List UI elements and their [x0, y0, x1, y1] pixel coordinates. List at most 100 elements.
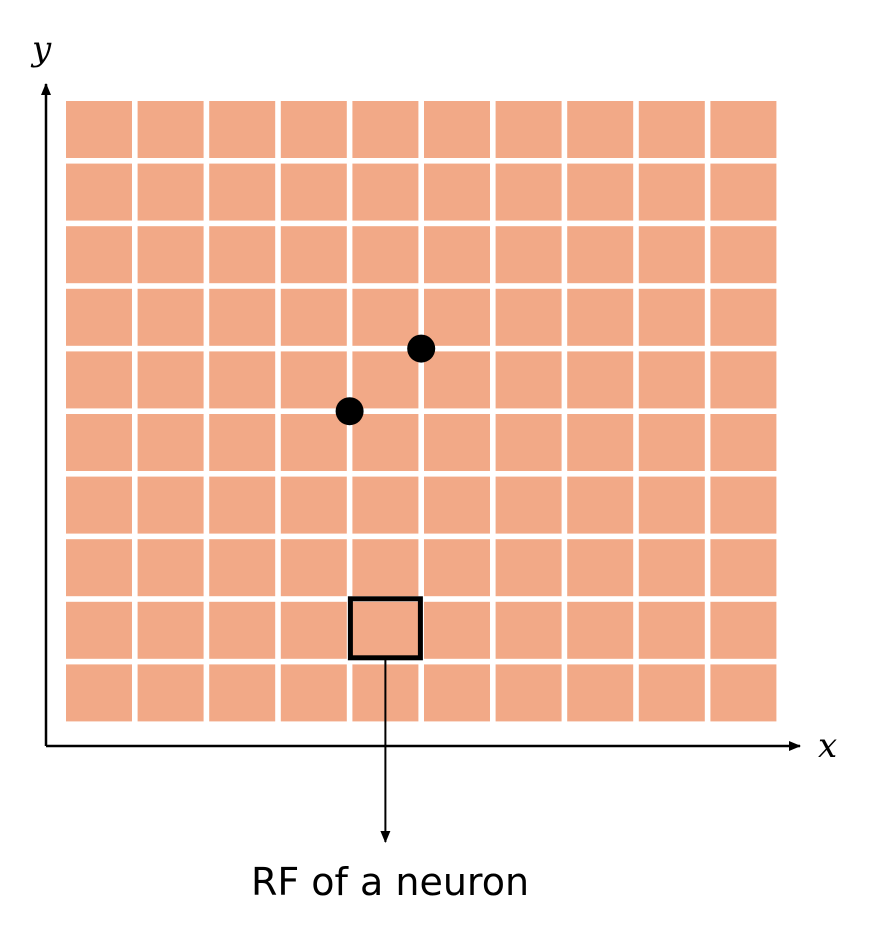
points: [335, 334, 436, 426]
grid-cell: [137, 539, 204, 597]
grid-cell: [495, 288, 562, 346]
grid-cell: [280, 226, 347, 284]
grid-cell: [424, 351, 490, 409]
y-axis-label: y: [30, 29, 52, 69]
grid-cell: [66, 288, 132, 346]
grid-cell: [352, 163, 419, 221]
grid-cell: [567, 476, 634, 534]
grid-cell: [495, 414, 562, 471]
grid-cell: [638, 664, 705, 722]
grid-cell: [710, 664, 777, 722]
grid-cell: [495, 664, 562, 722]
grid-cell: [567, 601, 634, 659]
grid-cell: [280, 664, 347, 722]
grid-cell: [137, 163, 204, 221]
grid-cell: [352, 101, 419, 158]
grid-cell: [66, 414, 132, 471]
grid-cell: [638, 101, 705, 158]
caption-label: RF of a neuron: [251, 860, 529, 904]
grid-cell: [209, 476, 276, 534]
grid-cell: [66, 163, 132, 221]
grid-cell: [495, 601, 562, 659]
grid-cell: [209, 351, 276, 409]
grid-cell: [209, 539, 276, 597]
grid-cell: [137, 476, 204, 534]
grid-cell: [66, 664, 132, 722]
grid-cell: [137, 601, 204, 659]
grid-cell: [710, 351, 777, 409]
grid-cell: [567, 351, 634, 409]
grid-cell: [710, 539, 777, 597]
data-point: [335, 397, 364, 426]
grid-cell: [495, 476, 562, 534]
grid-cell: [495, 226, 562, 284]
grid-cell: [710, 476, 777, 534]
grid-cell: [209, 226, 276, 284]
pixel-grid: [66, 101, 777, 722]
grid-cell: [638, 476, 705, 534]
grid-cell: [424, 163, 490, 221]
x-axis-label: x: [818, 726, 837, 766]
grid-cell: [567, 539, 634, 597]
grid-cell: [424, 101, 490, 158]
grid-cell: [424, 414, 490, 471]
grid-cell: [638, 414, 705, 471]
grid-cell: [710, 601, 777, 659]
grid-cell: [424, 539, 490, 597]
grid-cell: [495, 539, 562, 597]
grid-cell: [567, 288, 634, 346]
grid-cell: [280, 163, 347, 221]
grid-cell: [352, 539, 419, 597]
grid-cell: [567, 664, 634, 722]
grid-cell: [209, 163, 276, 221]
grid-cell: [66, 476, 132, 534]
grid-cell: [352, 351, 419, 409]
grid-cell: [137, 351, 204, 409]
grid-cell: [280, 414, 347, 471]
grid-cell: [352, 226, 419, 284]
grid-cell: [424, 226, 490, 284]
receptive-field-box: [347, 596, 423, 661]
grid-cell: [424, 288, 490, 346]
grid-cell: [137, 414, 204, 471]
data-point: [407, 334, 436, 363]
grid-cell: [280, 288, 347, 346]
grid-cell: [137, 101, 204, 158]
grid-cell: [710, 101, 777, 158]
grid-cell: [352, 601, 419, 659]
grid-cell: [280, 601, 347, 659]
grid-cell: [137, 226, 204, 284]
grid-cell: [137, 288, 204, 346]
grid-cell: [638, 226, 705, 284]
grid-cell: [352, 414, 419, 471]
grid-cell: [567, 414, 634, 471]
grid-cell: [710, 414, 777, 471]
grid-cell: [209, 101, 276, 158]
grid-cell: [66, 351, 132, 409]
grid-cell: [209, 288, 276, 346]
grid-cell: [66, 539, 132, 597]
grid-cell: [424, 476, 490, 534]
grid-cell: [66, 226, 132, 284]
grid-cell: [495, 101, 562, 158]
grid-cell: [567, 101, 634, 158]
grid-cell: [710, 163, 777, 221]
grid-cell: [280, 351, 347, 409]
grid-cell: [638, 601, 705, 659]
grid-cell: [567, 163, 634, 221]
grid-cell: [424, 664, 490, 722]
grid-cell: [495, 163, 562, 221]
grid-cell: [638, 539, 705, 597]
grid-cell: [209, 664, 276, 722]
grid-cell: [567, 226, 634, 284]
grid-cell: [638, 163, 705, 221]
grid-cell: [495, 351, 562, 409]
grid-cell: [352, 476, 419, 534]
grid-cell: [638, 288, 705, 346]
grid-cell: [66, 601, 132, 659]
grid-cell: [424, 601, 490, 659]
grid-cell: [280, 539, 347, 597]
grid-cell: [710, 288, 777, 346]
grid-cell: [209, 601, 276, 659]
